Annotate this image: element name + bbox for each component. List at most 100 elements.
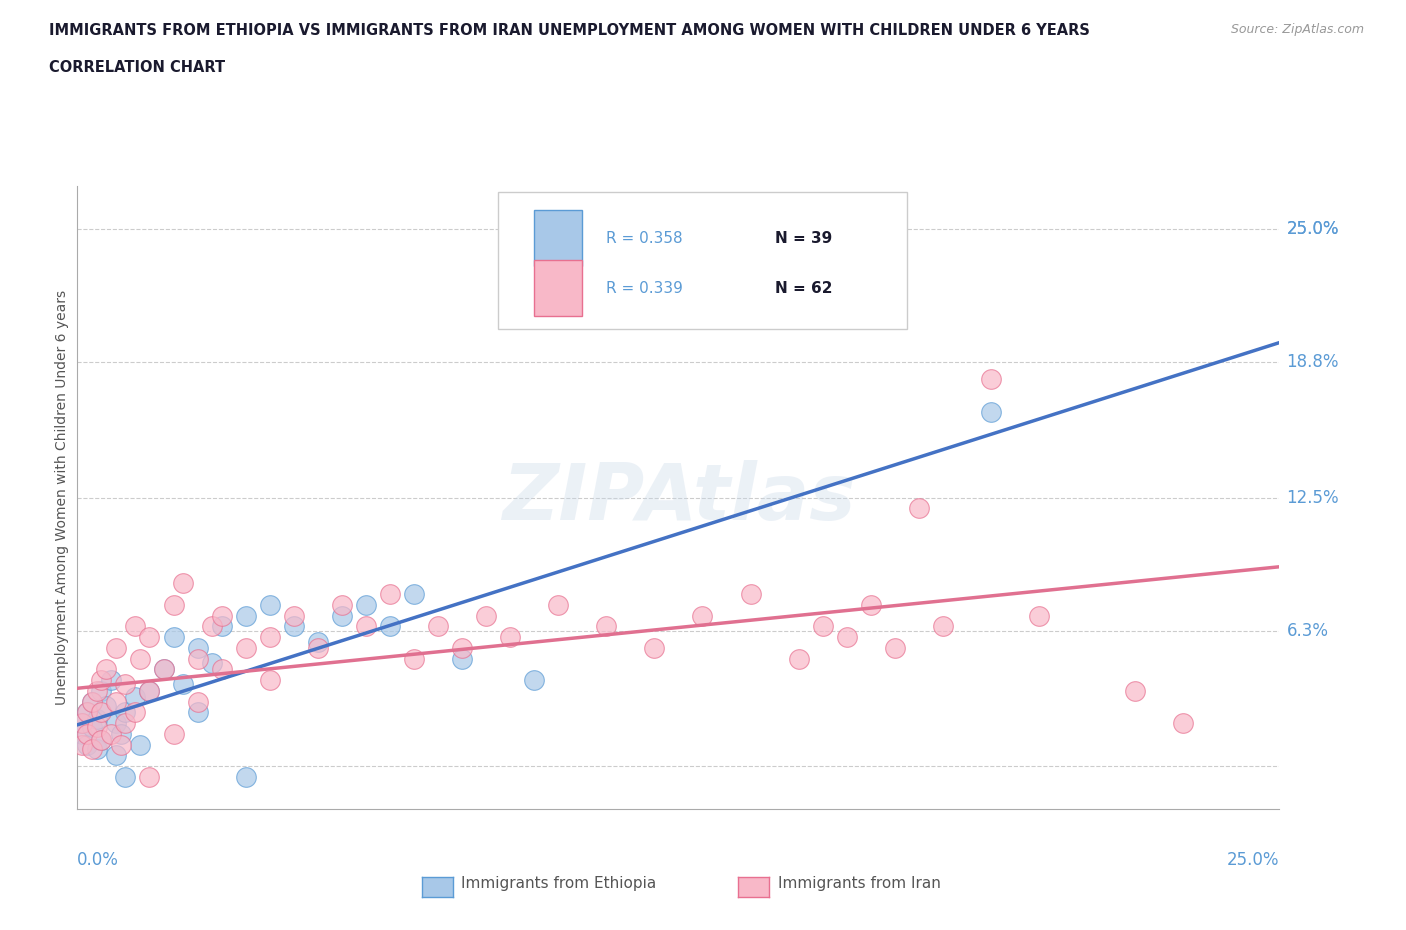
Bar [534,260,582,316]
Point [283,608,305,623]
Text: IMMIGRANTS FROM ETHIOPIA VS IMMIGRANTS FROM IRAN UNEMPLOYMENT AMONG WOMEN WITH C: IMMIGRANTS FROM ETHIOPIA VS IMMIGRANTS F… [49,23,1090,38]
Point [932,619,955,634]
Point [172,677,194,692]
Point [595,619,617,634]
Point [883,641,905,656]
Point [110,737,132,752]
Point [378,587,401,602]
Point [475,608,498,623]
FancyBboxPatch shape [498,193,907,329]
Point [1173,716,1195,731]
Point [186,705,209,720]
Point [86,720,108,735]
Point [908,501,931,516]
Point [378,619,401,634]
Text: N = 39: N = 39 [775,231,832,246]
Point [451,651,474,666]
Point [70,716,93,731]
Point [128,737,150,752]
Point [70,726,93,741]
Text: Immigrants from Iran: Immigrants from Iran [778,876,941,891]
Point [90,733,112,748]
Text: 12.5%: 12.5% [1286,488,1339,507]
Point [354,598,377,613]
Point [186,641,209,656]
Point [211,619,233,634]
Point [76,705,98,720]
Y-axis label: Unemployment Among Women with Children Under 6 years: Unemployment Among Women with Children U… [55,290,69,705]
Point [235,769,257,784]
Point [980,372,1002,387]
Point [124,619,146,634]
Point [80,694,103,709]
Point [235,608,257,623]
Point [90,705,112,720]
Point [811,619,834,634]
Point [104,716,127,731]
Point [162,598,184,613]
Point [138,769,160,784]
Point [86,741,108,756]
Point [162,726,184,741]
Text: 6.3%: 6.3% [1286,622,1329,640]
Point [96,698,118,713]
Point [90,733,112,748]
Point [259,598,281,613]
Text: 25.0%: 25.0% [1286,220,1339,238]
Point [186,651,209,666]
Point [330,608,353,623]
Point [859,598,882,613]
Point [110,726,132,741]
Point [80,694,103,709]
Text: 18.8%: 18.8% [1286,353,1339,371]
Point [124,690,146,705]
Text: 25.0%: 25.0% [1286,220,1339,238]
Point [259,672,281,687]
Point [76,726,98,741]
Point [114,716,136,731]
Point [114,677,136,692]
Point [76,737,98,752]
Point [153,662,176,677]
Point [162,630,184,644]
Point [259,630,281,644]
Point [427,619,450,634]
Point [1028,608,1050,623]
Point [104,748,127,763]
Point [70,716,93,731]
Point [499,630,522,644]
Point [86,684,108,698]
Point [980,405,1002,419]
Point [283,619,305,634]
Point [451,641,474,656]
Point [96,662,118,677]
Point [402,651,425,666]
Point [100,726,122,741]
Point [835,630,858,644]
Point [76,705,98,720]
Point [1123,684,1146,698]
Text: 25.0%: 25.0% [1227,851,1279,869]
Point [90,684,112,698]
Point [90,672,112,687]
Point [114,769,136,784]
Point [211,662,233,677]
Point [153,662,176,677]
Point [128,651,150,666]
Point [70,737,93,752]
Point [235,641,257,656]
Point [330,598,353,613]
Point [307,641,329,656]
Point [354,619,377,634]
Point [138,630,160,644]
Point [201,656,224,671]
Point [547,598,569,613]
Point [307,634,329,649]
Bar [534,210,582,266]
Text: CORRELATION CHART: CORRELATION CHART [49,60,225,75]
Point [740,587,762,602]
Point [124,705,146,720]
Point [523,672,546,687]
Text: N = 62: N = 62 [775,281,832,296]
Text: Immigrants from Ethiopia: Immigrants from Ethiopia [461,876,657,891]
